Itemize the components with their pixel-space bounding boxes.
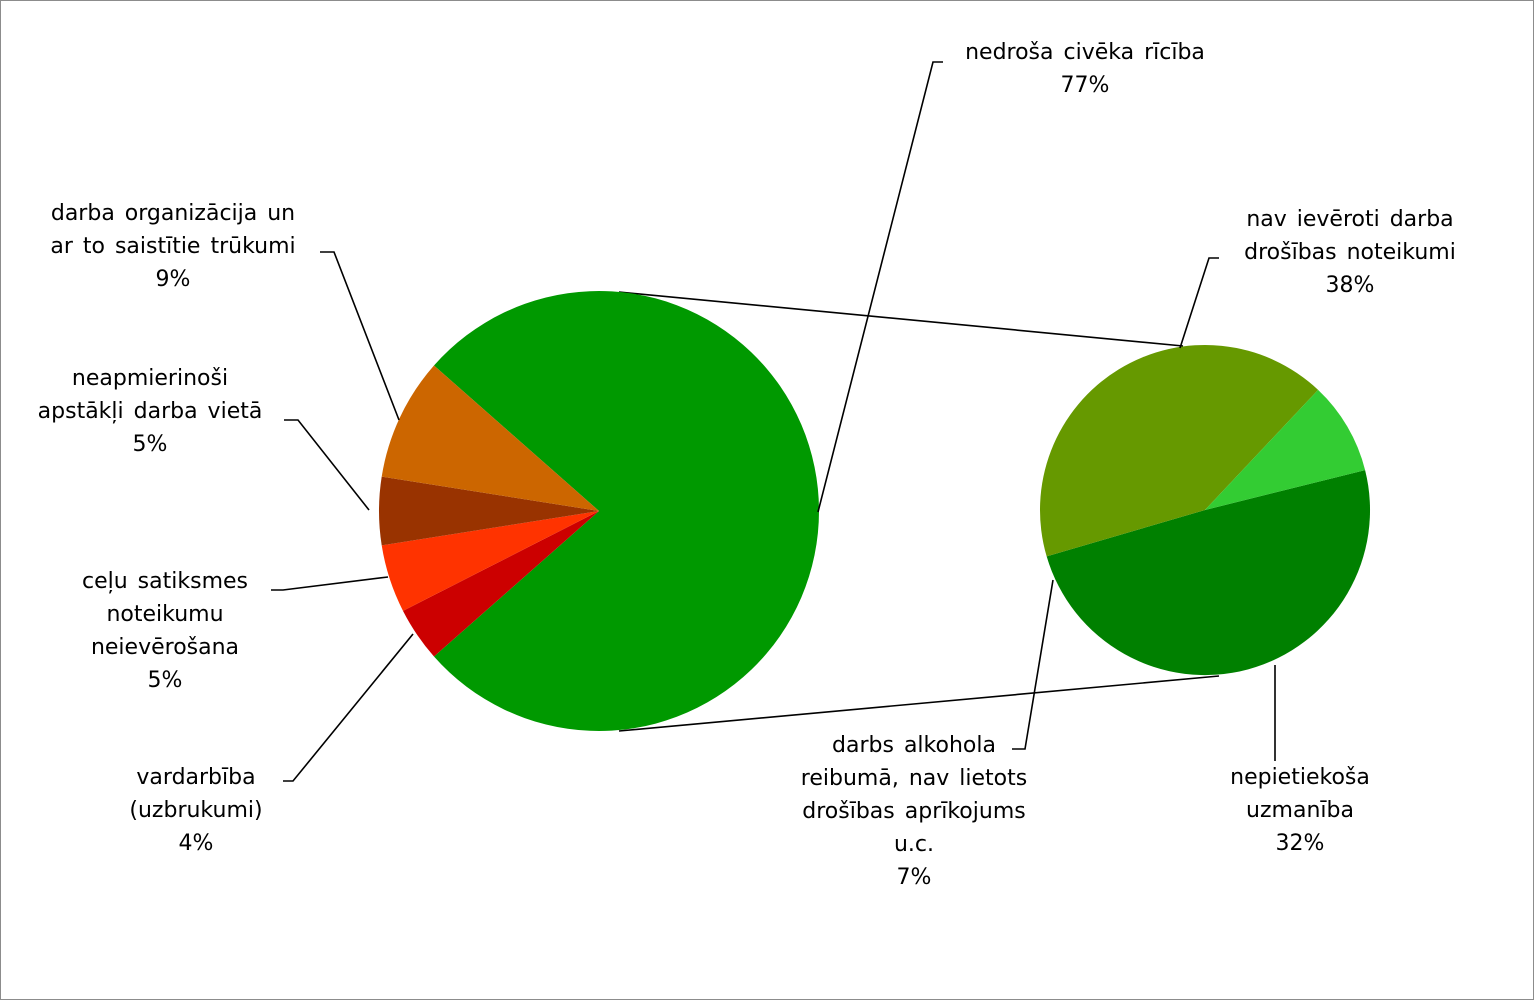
connector-line-top: [618, 291, 1184, 347]
label-line: reibumā, nav lietots: [800, 766, 1028, 791]
data-label-alcohol-no-equipment: darbs alkohola reibumā, nav lietots droš…: [768, 729, 1060, 894]
main-slice-neapmierinosi-apstakli-darba-vieta: [379, 476, 599, 546]
label-line: ar to saistītie trūkumi: [50, 234, 296, 259]
label-line: nedroša civēka rīcība: [965, 40, 1205, 65]
label-line: drošības noteikumi: [1244, 240, 1456, 265]
label-percent: 32%: [1275, 831, 1325, 856]
leader-line-workplace-conditions: [284, 419, 370, 511]
main-slice-darba-organizacija-un-ar-to-saistitie-trukumi: [381, 365, 599, 511]
label-line: uzmanība: [1246, 798, 1354, 823]
data-label-work-organization: darba organizācija un ar to saistītie tr…: [12, 197, 334, 296]
data-label-workplace-conditions: neapmierinoši apstākļi darba vietā 5%: [6, 362, 294, 461]
secondary-slice-darbs-alkohola-reibuma-nav-lietots-drosibas-aprikojums-u-c: [1205, 389, 1366, 510]
leader-line-alcohol: [1012, 579, 1054, 750]
leader-line-violence: [283, 633, 414, 782]
label-line: (uzbrukumi): [129, 798, 263, 823]
connector-line-bottom: [618, 675, 1220, 732]
data-label-insufficient-attention: nepietiekoša uzmanība 32%: [1200, 761, 1400, 860]
leader-line-work-organization: [320, 251, 400, 421]
data-label-violence: vardarbība (uzbrukumi) 4%: [96, 761, 296, 860]
leader-lines: [271, 61, 1276, 782]
label-percent: 5%: [147, 668, 183, 693]
main-pie: [379, 290, 820, 731]
data-label-unsafe-behaviour: nedroša civēka rīcība 77%: [915, 36, 1255, 102]
label-line: u.c.: [893, 832, 935, 857]
data-label-safety-rules-ignored: nav ievēroti darba drošības noteikumi 38…: [1190, 203, 1510, 302]
label-percent: 4%: [178, 831, 214, 856]
label-line: nepietiekoša: [1230, 765, 1370, 790]
label-line: neievērošana: [90, 635, 240, 660]
label-percent: 5%: [132, 432, 168, 457]
secondary-pie: [1039, 344, 1371, 676]
label-percent: 77%: [1060, 73, 1110, 98]
label-line: noteikumu: [106, 602, 224, 627]
label-line: drošības aprīkojums: [802, 799, 1026, 824]
label-line: darba organizācija un: [50, 201, 296, 226]
leader-line-traffic-rules: [271, 576, 389, 591]
label-percent: 9%: [155, 267, 191, 292]
label-percent: 38%: [1325, 273, 1375, 298]
label-percent: 7%: [896, 865, 932, 890]
leader-line-safety-rules-ignored: [1179, 257, 1219, 349]
main-slice-celu-satiksmes-noteikumu-neieverosana: [381, 511, 599, 611]
label-line: vardarbība: [136, 765, 256, 790]
data-label-traffic-rules: ceļu satiksmes noteikumu neievērošana 5%: [45, 565, 285, 697]
label-line: apstākļi darba vietā: [37, 399, 263, 424]
main-slice-vardarbiba-uzbrukumi: [402, 511, 599, 657]
label-line: ceļu satiksmes: [82, 569, 248, 594]
secondary-slice-nepietiekosa-uzmaniba: [1039, 344, 1319, 557]
label-line: nav ievēroti darba: [1246, 207, 1454, 232]
label-line: darbs alkohola: [832, 733, 996, 758]
label-line: neapmierinoši: [71, 366, 229, 391]
leader-line-unsafe-behaviour: [817, 61, 943, 513]
pie-connector-lines: [618, 291, 1220, 732]
main-slice-nedrosa-civeka-riciba: [433, 290, 820, 731]
secondary-slice-nav-ieveroti-darba-drosibas-noteikumi: [1046, 470, 1371, 676]
